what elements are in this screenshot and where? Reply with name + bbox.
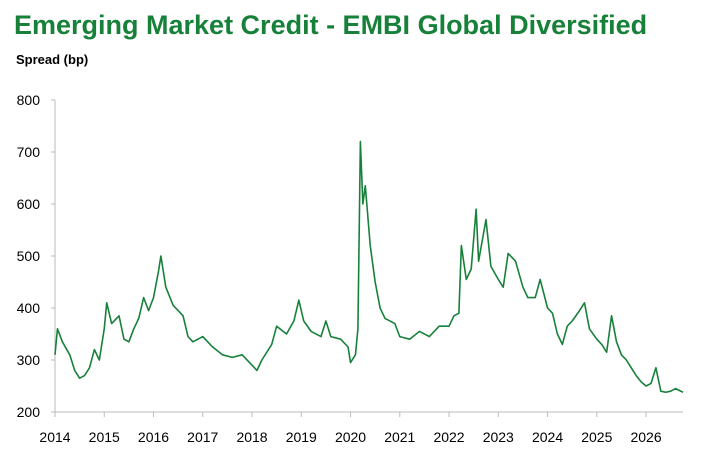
x-tick-label: 2024 <box>532 429 563 445</box>
line-series <box>54 140 684 394</box>
y-axis-label: Spread (bp) <box>16 52 88 67</box>
chart-title: Emerging Market Credit - EMBI Global Div… <box>14 10 647 40</box>
x-tick-label: 2018 <box>236 429 267 445</box>
y-tick-label: 800 <box>17 92 41 108</box>
y-tick-label: 500 <box>17 248 41 264</box>
x-tick-label: 2017 <box>187 429 218 445</box>
x-tick-label: 2020 <box>335 429 366 445</box>
y-tick-label: 200 <box>17 404 41 420</box>
y-tick-label: 400 <box>17 300 41 316</box>
y-tick-label: 300 <box>17 352 41 368</box>
x-tick-label: 2014 <box>39 429 70 445</box>
x-tick-label: 2022 <box>433 429 464 445</box>
x-tick-label: 2015 <box>89 429 120 445</box>
x-tick-label: 2016 <box>138 429 169 445</box>
x-tick-label: 2019 <box>286 429 317 445</box>
x-tick-label: 2023 <box>483 429 514 445</box>
x-tick-label: 2021 <box>384 429 415 445</box>
x-tick-label: 2026 <box>630 429 661 445</box>
y-tick-label: 600 <box>17 196 41 212</box>
x-tick-label: 2025 <box>581 429 612 445</box>
y-tick-label: 700 <box>17 144 41 160</box>
